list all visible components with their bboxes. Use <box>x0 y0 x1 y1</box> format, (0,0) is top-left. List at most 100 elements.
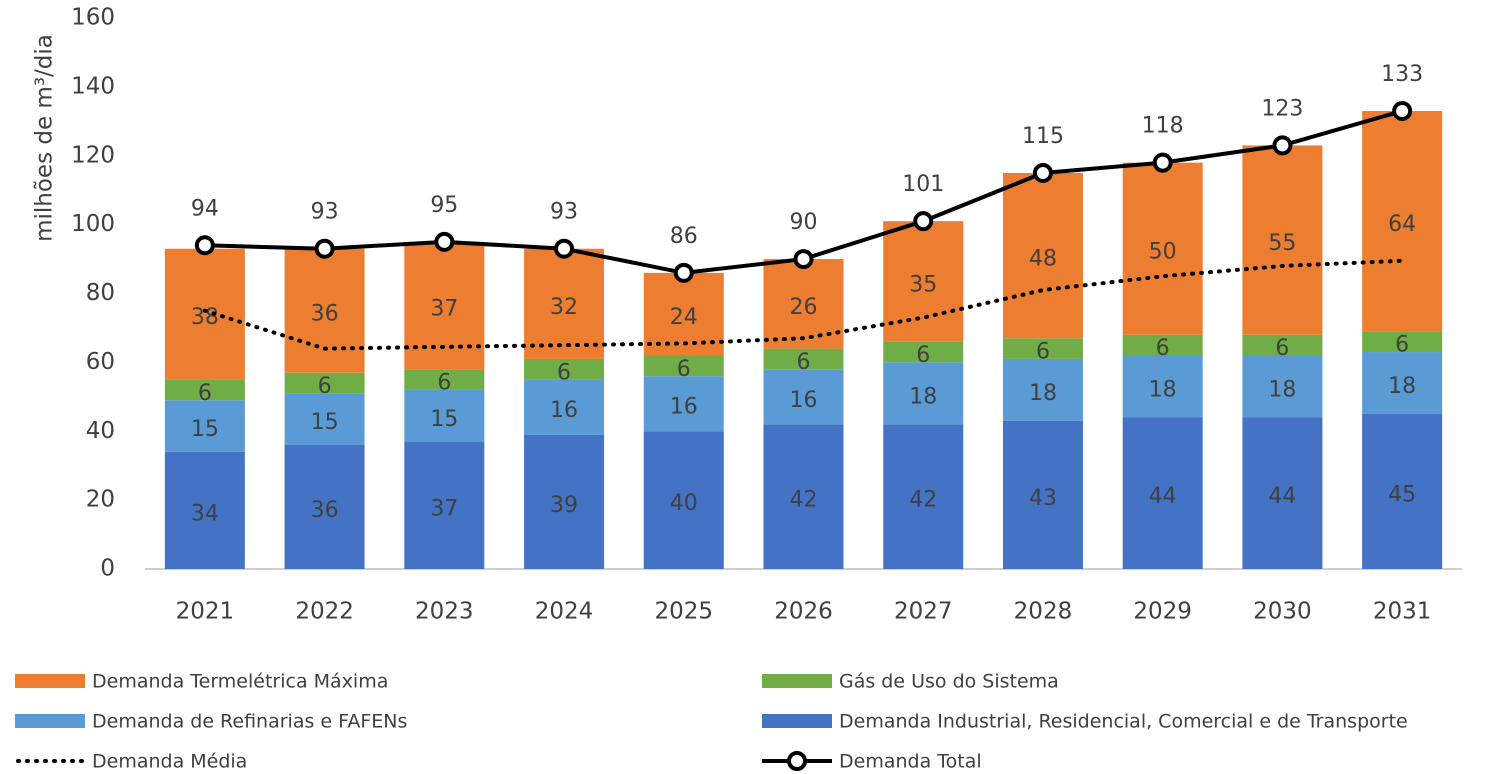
bar-segment <box>1122 417 1203 569</box>
legend-swatch <box>762 714 832 728</box>
bar-segment <box>643 431 724 569</box>
bar-segment <box>524 379 605 435</box>
total-label: 101 <box>902 172 944 197</box>
bar-segment <box>883 362 964 425</box>
x-tick-label: 2023 <box>415 599 474 625</box>
x-tick-label: 2027 <box>894 599 953 625</box>
data-label: 64 <box>1388 212 1416 237</box>
y-tick-label: 120 <box>71 142 115 168</box>
data-label: 34 <box>191 501 219 526</box>
x-tick-label: 2024 <box>535 599 594 625</box>
data-label: 6 <box>1395 333 1409 358</box>
legend-label: Demanda de Refinarias e FAFENs <box>92 711 407 733</box>
data-label: 18 <box>1149 377 1177 402</box>
x-tick-label: 2022 <box>295 599 354 625</box>
x-tick-label: 2029 <box>1133 599 1192 625</box>
bar-segment <box>1362 352 1443 415</box>
bar-segment <box>1122 355 1203 418</box>
x-tick-label: 2031 <box>1373 599 1432 625</box>
legend-label: Demanda Média <box>92 751 247 773</box>
y-tick-label: 60 <box>86 349 115 375</box>
bar-segment <box>404 389 485 442</box>
total-marker <box>1032 162 1053 183</box>
data-label: 55 <box>1268 231 1296 256</box>
total-marker <box>673 262 694 283</box>
bar-segment <box>763 348 844 370</box>
bar-segment <box>883 341 964 363</box>
data-label: 36 <box>311 302 339 327</box>
total-label: 118 <box>1142 114 1184 139</box>
data-label: 6 <box>916 343 930 368</box>
bar-segment <box>284 393 365 446</box>
bar-segment <box>883 424 964 569</box>
legend-marker <box>787 751 807 771</box>
bar-segment <box>763 369 844 425</box>
bar-segment <box>1002 172 1083 339</box>
data-label: 42 <box>790 488 818 513</box>
y-tick-label: 40 <box>86 418 115 444</box>
data-label: 15 <box>430 407 458 432</box>
total-label: 86 <box>670 224 698 249</box>
data-label: 37 <box>430 297 458 322</box>
data-label: 24 <box>670 305 698 330</box>
y-tick-label: 140 <box>71 73 115 99</box>
data-label: 37 <box>430 496 458 521</box>
data-label: 6 <box>797 350 811 375</box>
data-label: 48 <box>1029 247 1057 272</box>
average-line <box>202 258 1405 351</box>
total-label: 115 <box>1022 124 1064 149</box>
bar-segment <box>404 369 485 390</box>
data-label: 18 <box>1268 377 1296 402</box>
data-label: 6 <box>1036 340 1050 365</box>
data-label: 16 <box>550 398 578 423</box>
total-marker <box>1272 135 1293 156</box>
bar-segment <box>1362 331 1443 353</box>
data-label: 6 <box>198 381 212 406</box>
legend-swatch <box>15 674 85 688</box>
total-label: 95 <box>430 193 458 218</box>
legend-label: Demanda Total <box>839 751 982 773</box>
x-tick-label: 2026 <box>774 599 833 625</box>
data-label: 15 <box>311 410 339 435</box>
data-label: 6 <box>677 357 691 382</box>
total-label: 123 <box>1261 96 1303 121</box>
legend-label: Demanda Termelétrica Máxima <box>92 671 388 693</box>
y-tick-label: 20 <box>86 487 115 513</box>
data-label: 15 <box>191 417 219 442</box>
bar-segment <box>164 248 245 380</box>
legend-swatch <box>762 674 832 688</box>
x-tick-label: 2021 <box>176 599 235 625</box>
bar-segment <box>1002 358 1083 421</box>
total-label: 90 <box>790 210 818 235</box>
data-label: 45 <box>1388 483 1416 508</box>
bar-segment <box>284 445 365 569</box>
y-tick-label: 0 <box>100 556 115 582</box>
data-label: 6 <box>1156 336 1170 361</box>
y-tick-label: 100 <box>71 211 115 237</box>
total-line <box>204 109 1403 275</box>
bar-segment <box>524 248 605 359</box>
data-label: 39 <box>550 493 578 518</box>
data-label: 35 <box>909 272 937 297</box>
data-label: 42 <box>909 488 937 513</box>
data-label: 44 <box>1268 484 1296 509</box>
bar-segment <box>883 221 964 342</box>
bar-segment <box>164 451 245 569</box>
y-axis-label: milhões de m³/dia <box>32 34 58 242</box>
bar-segment <box>524 358 605 380</box>
bar-segment <box>1242 334 1323 356</box>
data-label: 40 <box>670 491 698 516</box>
data-label: 50 <box>1149 240 1177 265</box>
total-marker <box>1392 100 1413 121</box>
total-marker <box>194 235 215 256</box>
data-label: 18 <box>1388 374 1416 399</box>
total-marker <box>434 231 455 252</box>
bar-segment <box>1362 110 1443 332</box>
bar-segment <box>404 441 485 569</box>
x-tick-label: 2030 <box>1253 599 1312 625</box>
total-label: 93 <box>550 200 578 225</box>
legend-swatch <box>15 714 85 728</box>
bar-segment <box>1122 162 1203 335</box>
data-label: 6 <box>1275 336 1289 361</box>
data-label: 32 <box>550 295 578 320</box>
